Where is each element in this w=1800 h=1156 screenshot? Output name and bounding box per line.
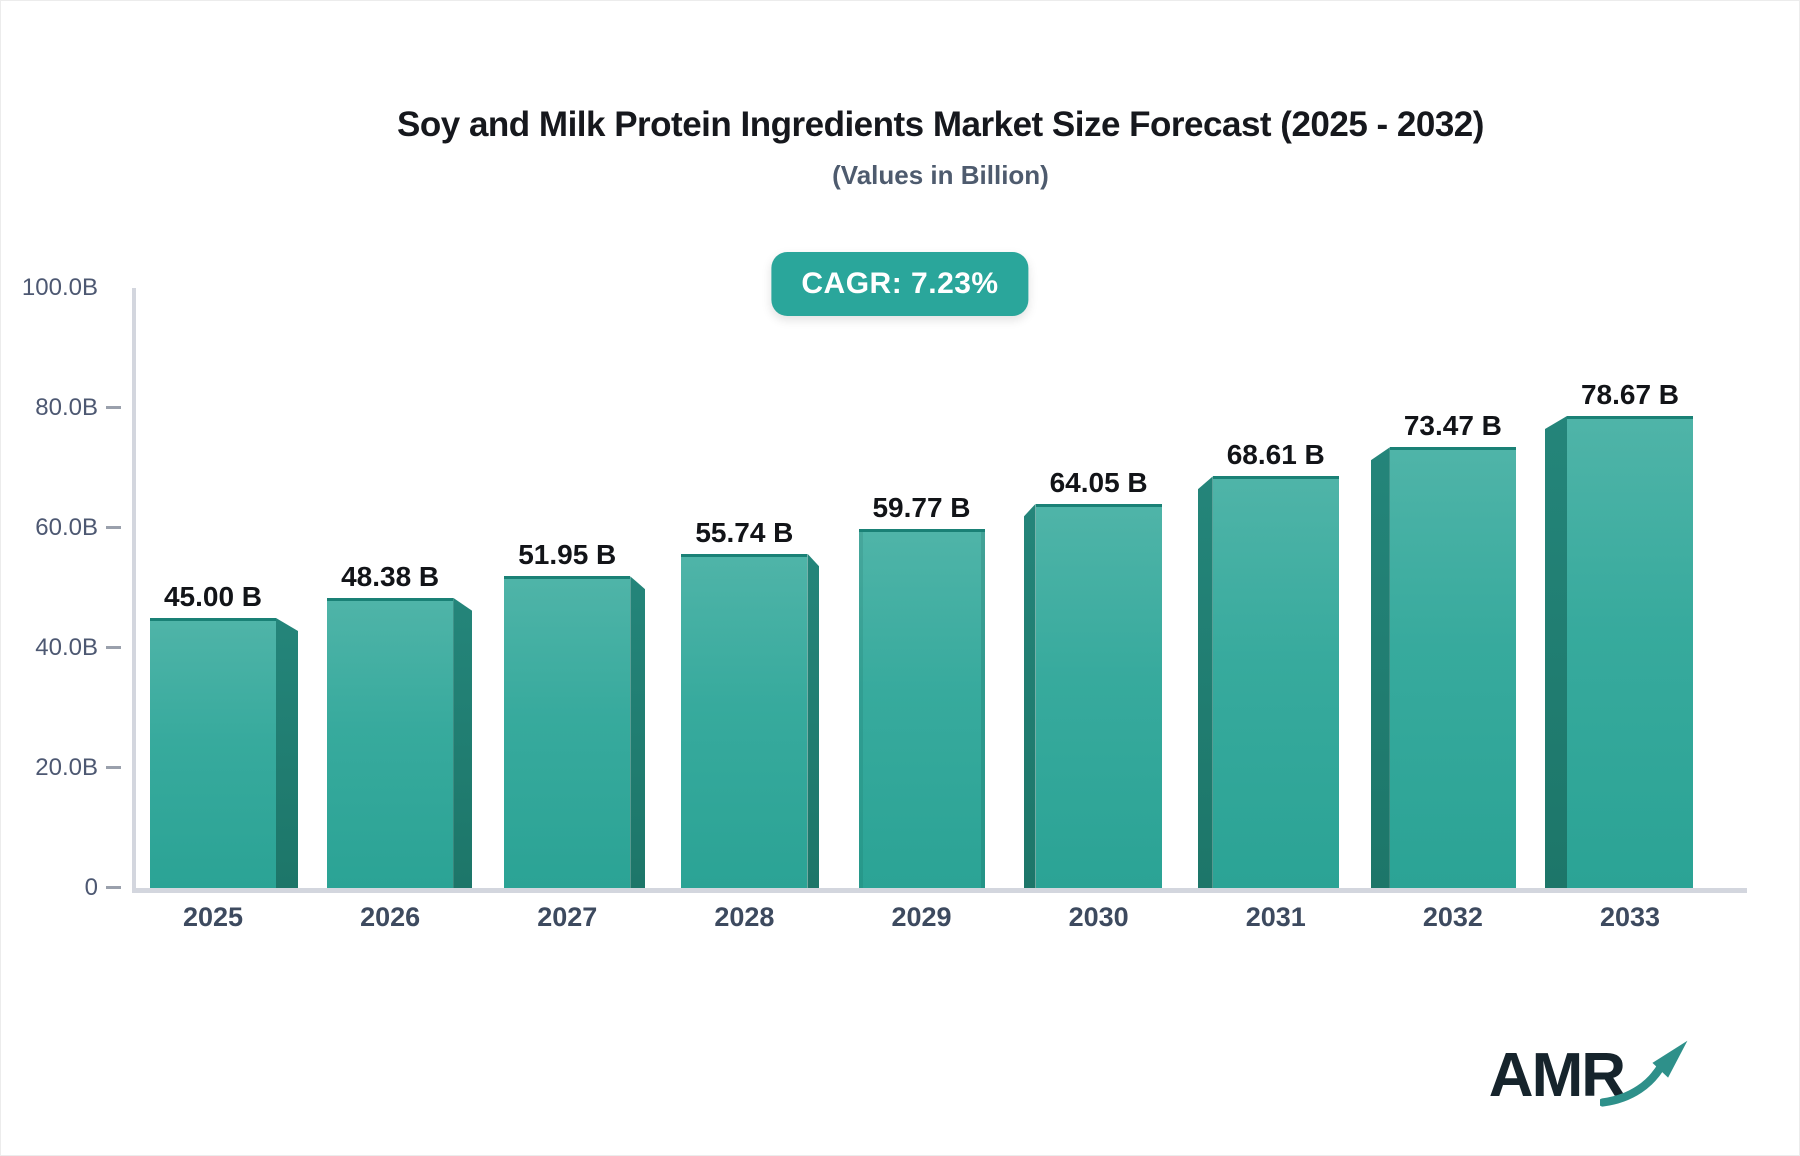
bar-2028: 55.74 B 2028 [681, 517, 820, 932]
bar-value-label: 45.00 B [163, 581, 263, 612]
y-tick-dash [106, 886, 121, 889]
x-axis-label: 2026 [360, 902, 421, 932]
bar-side-panel [1023, 503, 1036, 888]
bar-side-panel [276, 618, 298, 888]
y-tick-label: 60.0B [35, 514, 98, 541]
x-axis-label: 2032 [1422, 902, 1483, 932]
x-axis-label: 2033 [1599, 902, 1661, 932]
bar-value-label: 68.61 B [1226, 439, 1325, 471]
bar-2026: 48.38 B 2026 [327, 561, 473, 932]
bar-face: 45.00 B 2025 [150, 581, 276, 932]
bar-side-panel [453, 597, 473, 888]
y-tick-dash [106, 646, 121, 649]
y-axis-line [132, 288, 136, 888]
x-axis-line [132, 888, 1747, 893]
plot-area: 100.0B 80.0B 60.0B 40.0B 20.0B 0 45.00 B 2025 4… [22, 274, 1747, 932]
y-tick-dash [106, 406, 121, 409]
x-axis-label: 2031 [1245, 902, 1306, 932]
bar-2025: 45.00 B 2025 [150, 581, 298, 932]
x-axis-label: 2028 [714, 902, 775, 932]
bar-value-label: 55.74 B [695, 516, 794, 548]
bar-face: 64.05 B 2030 [1035, 467, 1162, 932]
bar-face: 73.47 B 2032 [1389, 410, 1516, 932]
bar-value-label: 64.05 B [1049, 466, 1148, 498]
x-axis-label: 2030 [1068, 902, 1129, 932]
y-tick-label: 20.0B [35, 754, 98, 781]
bar-face: 78.67 B 2033 [1567, 379, 1693, 932]
bar-side-panel [630, 576, 646, 888]
y-tick-label: 80.0B [35, 394, 98, 421]
y-tick-label: 40.0B [35, 634, 98, 661]
bar-value-label: 59.77 B [872, 492, 971, 524]
bar-face: 55.74 B 2028 [681, 517, 808, 932]
bar-2031: 68.61 B 2031 [1197, 439, 1339, 932]
bar-2029: 59.77 B 2029 [858, 492, 985, 932]
bar-face: 59.77 B 2029 [858, 492, 985, 932]
bar-face: 68.61 B 2031 [1212, 439, 1339, 932]
bar-2030: 64.05 B 2030 [1023, 467, 1162, 932]
y-tick-dash [106, 526, 121, 529]
x-axis-label: 2025 [182, 902, 244, 932]
y-tick-label: 100.0B [21, 274, 98, 301]
x-axis-label: 2027 [537, 902, 598, 932]
bar-face: 48.38 B 2026 [327, 561, 454, 932]
y-tick-label: 0 [84, 874, 98, 901]
bar-value-label: 51.95 B [518, 539, 617, 571]
amr-logo: AMR [1488, 1038, 1692, 1110]
cagr-badge: CAGR: 7.23% [771, 252, 1029, 316]
bar-side-panel [1197, 476, 1213, 888]
chart-title: Soy and Milk Protein Ingredients Market … [397, 105, 1484, 144]
x-axis-label: 2029 [891, 902, 952, 932]
y-tick-dash [106, 766, 121, 769]
bar-face: 51.95 B 2027 [504, 539, 631, 932]
bar-side-panel [1370, 447, 1390, 888]
chart-subtitle: (Values in Billion) [832, 160, 1049, 190]
bar-2033: 78.67 B 2033 [1545, 379, 1693, 932]
bar-value-label: 73.47 B [1403, 410, 1502, 442]
bar-2027: 51.95 B 2027 [504, 539, 646, 932]
trend-up-arrow-icon [1600, 1040, 1688, 1107]
bar-value-label: 48.38 B [341, 560, 440, 592]
bar-side-panel [1545, 415, 1567, 888]
bar-value-label: 78.67 B [1580, 378, 1680, 410]
bar-2032: 73.47 B 2032 [1370, 410, 1516, 932]
amr-logo-text: AMR [1488, 1041, 1626, 1110]
bar-side-panel [807, 553, 820, 888]
